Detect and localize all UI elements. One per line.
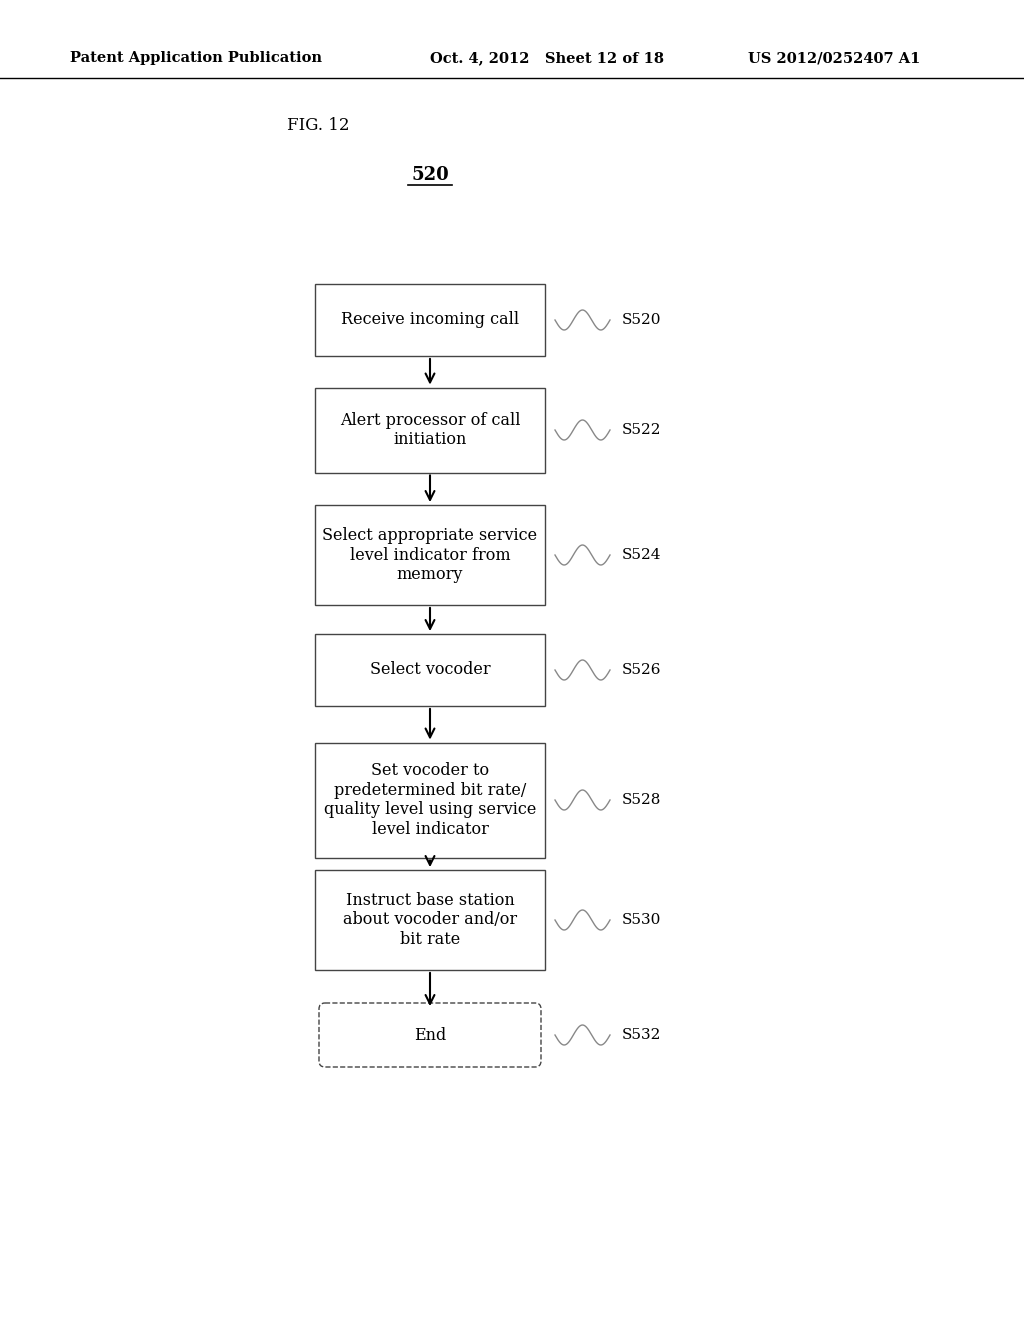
Text: Oct. 4, 2012   Sheet 12 of 18: Oct. 4, 2012 Sheet 12 of 18 — [430, 51, 665, 65]
Text: FIG. 12: FIG. 12 — [287, 116, 349, 133]
FancyBboxPatch shape — [315, 870, 545, 970]
FancyBboxPatch shape — [315, 506, 545, 605]
Text: US 2012/0252407 A1: US 2012/0252407 A1 — [748, 51, 920, 65]
FancyBboxPatch shape — [315, 388, 545, 473]
FancyBboxPatch shape — [315, 284, 545, 356]
Text: Receive incoming call: Receive incoming call — [341, 312, 519, 329]
Text: Patent Application Publication: Patent Application Publication — [70, 51, 322, 65]
Text: S524: S524 — [622, 548, 662, 562]
FancyBboxPatch shape — [315, 634, 545, 706]
Text: Set vocoder to
predetermined bit rate/
quality level using service
level indicat: Set vocoder to predetermined bit rate/ q… — [324, 762, 537, 838]
Text: 520: 520 — [412, 166, 449, 183]
Text: S522: S522 — [622, 422, 662, 437]
FancyBboxPatch shape — [319, 1003, 541, 1067]
Text: S526: S526 — [622, 663, 662, 677]
Text: S532: S532 — [622, 1028, 662, 1041]
Text: Select appropriate service
level indicator from
memory: Select appropriate service level indicat… — [323, 527, 538, 583]
Text: Instruct base station
about vocoder and/or
bit rate: Instruct base station about vocoder and/… — [343, 892, 517, 948]
Text: S530: S530 — [622, 913, 662, 927]
Text: End: End — [414, 1027, 446, 1044]
Text: S520: S520 — [622, 313, 662, 327]
FancyBboxPatch shape — [315, 742, 545, 858]
Text: Alert processor of call
initiation: Alert processor of call initiation — [340, 412, 520, 449]
Text: S528: S528 — [622, 793, 662, 807]
Text: Select vocoder: Select vocoder — [370, 661, 490, 678]
